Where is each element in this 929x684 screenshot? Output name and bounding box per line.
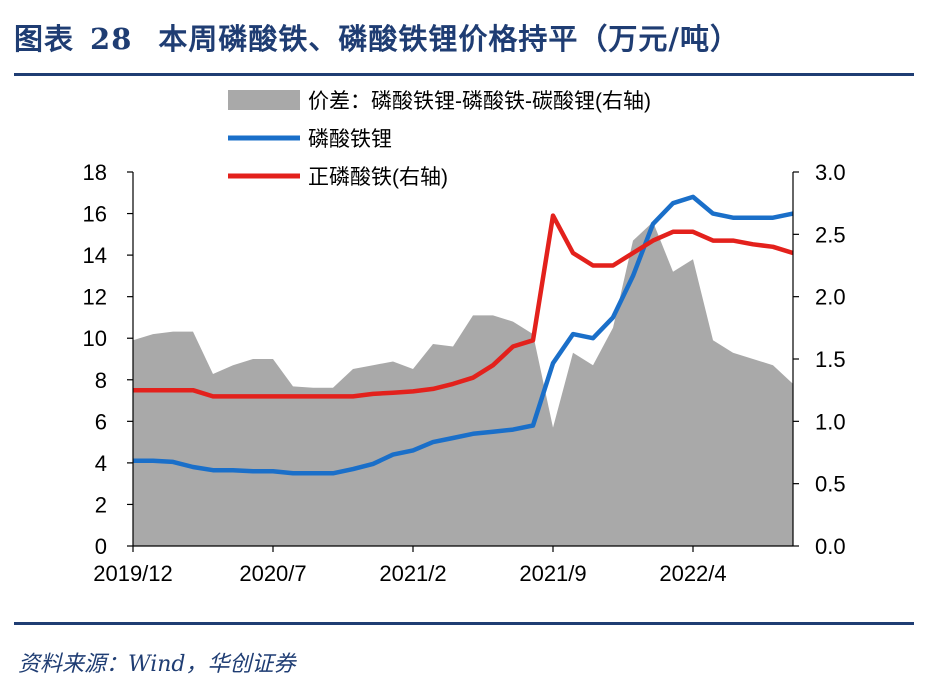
legend-swatch-spread: [228, 90, 300, 110]
series-area-spread: [133, 221, 793, 546]
figure-title: 图表 28 本周磷酸铁、磷酸铁锂价格持平（万元/吨）: [14, 16, 740, 58]
legend-label: 价差：磷酸铁锂-磷酸铁-碳酸锂(右轴): [308, 90, 651, 113]
left-tick-label: 14: [83, 243, 107, 268]
footer-divider: [14, 622, 914, 625]
right-tick-label: 1.5: [815, 347, 846, 372]
right-tick-label: 0.0: [815, 534, 846, 559]
x-tick-label: 2020/7: [239, 561, 306, 586]
series-line-lfp: [133, 194, 794, 476]
right-tick-label: 3.0: [815, 160, 846, 185]
right-tick-label: 2.5: [815, 222, 846, 247]
left-tick-label: 2: [95, 492, 107, 517]
left-tick-label: 18: [83, 160, 107, 185]
left-tick-label: 12: [83, 285, 107, 310]
figure-title-text: 本周磷酸铁、磷酸铁锂价格持平（万元/吨）: [158, 22, 740, 56]
x-tick-label: 2021/2: [379, 561, 446, 586]
title-divider: [14, 73, 914, 76]
x-tick-label: 2022/4: [659, 561, 726, 586]
series-line-iron-phosphate: [133, 213, 794, 399]
chart: 0 2 4 6 8 10 12 14 16 18 0.0 0.5 1.0 1.5 2.0 2.5 3.0 2019…: [83, 90, 846, 586]
legend-label: 磷酸铁锂: [308, 128, 392, 151]
legend-label: 正磷酸铁(右轴): [308, 166, 448, 189]
x-tick-label: 2019/12: [93, 561, 173, 586]
left-tick-label: 8: [95, 368, 107, 393]
left-tick-label: 16: [83, 202, 107, 227]
right-tick-label: 0.5: [815, 472, 846, 497]
source-note: 资料来源：Wind，华创证券: [18, 652, 296, 677]
figure-number: 28: [90, 22, 133, 56]
left-tick-label: 4: [95, 451, 107, 476]
left-tick-label: 6: [95, 409, 107, 434]
figure-label: 图表: [14, 22, 75, 56]
right-tick-label: 2.0: [815, 285, 846, 310]
right-tick-label: 1.0: [815, 409, 846, 434]
left-tick-label: 0: [95, 534, 107, 559]
x-tick-label: 2021/9: [519, 561, 586, 586]
left-tick-label: 10: [83, 326, 107, 351]
